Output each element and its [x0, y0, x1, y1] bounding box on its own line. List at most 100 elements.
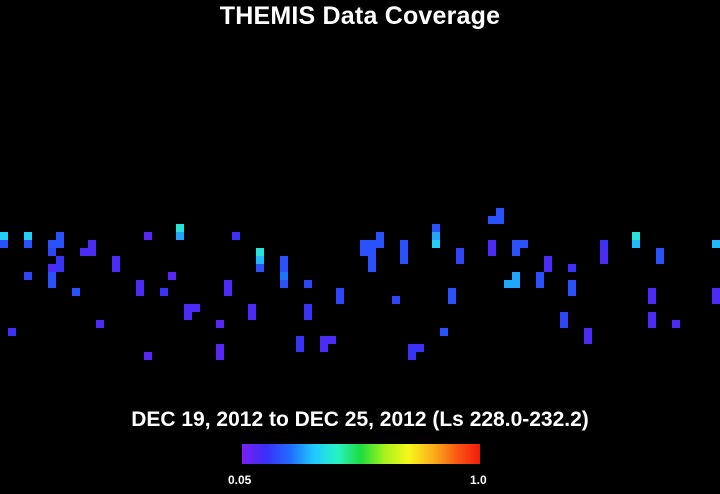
coverage-cell: [336, 288, 344, 296]
coverage-cell: [648, 296, 656, 304]
coverage-cell: [48, 264, 56, 272]
coverage-cell: [568, 280, 576, 288]
coverage-cell: [368, 256, 376, 264]
chart-title: THEMIS Data Coverage: [219, 2, 501, 30]
coverage-cell: [24, 232, 32, 240]
coverage-cell: [656, 256, 664, 264]
coverage-cell: [456, 248, 464, 256]
coverage-cell: [320, 336, 328, 344]
coverage-cell: [256, 248, 264, 256]
coverage-cell: [408, 352, 416, 360]
coverage-cell: [536, 272, 544, 280]
coverage-cell: [216, 352, 224, 360]
coverage-cell: [408, 344, 416, 352]
coverage-cell: [112, 264, 120, 272]
coverage-cell: [72, 288, 80, 296]
coverage-cell: [144, 232, 152, 240]
coverage-cell: [328, 336, 336, 344]
coverage-cell: [368, 248, 376, 256]
coverage-cell: [88, 240, 96, 248]
coverage-cell: [304, 304, 312, 312]
coverage-cell: [496, 216, 504, 224]
coverage-cell: [512, 280, 520, 288]
coverage-cell: [712, 240, 720, 248]
coverage-cell: [48, 248, 56, 256]
coverage-cell: [712, 296, 720, 304]
coverage-cell: [400, 248, 408, 256]
coverage-cell: [400, 240, 408, 248]
coverage-cell: [224, 288, 232, 296]
coverage-cell: [80, 248, 88, 256]
coverage-cell: [600, 256, 608, 264]
coverage-cell: [48, 240, 56, 248]
coverage-cell: [672, 320, 680, 328]
coverage-cell: [48, 272, 56, 280]
coverage-cell: [512, 272, 520, 280]
coverage-cell: [232, 232, 240, 240]
coverage-cell: [192, 304, 200, 312]
coverage-cell: [416, 344, 424, 352]
coverage-cell: [448, 296, 456, 304]
coverage-cell: [400, 256, 408, 264]
coverage-cell: [432, 224, 440, 232]
coverage-cell: [496, 208, 504, 216]
coverage-cell: [56, 256, 64, 264]
coverage-cell: [648, 320, 656, 328]
coverage-cell: [216, 344, 224, 352]
coverage-cell: [296, 344, 304, 352]
coverage-cell: [376, 240, 384, 248]
coverage-cell: [176, 232, 184, 240]
coverage-cell: [320, 344, 328, 352]
coverage-cell: [584, 336, 592, 344]
coverage-cell: [600, 240, 608, 248]
coverage-cell: [0, 232, 8, 240]
coverage-cell: [88, 248, 96, 256]
coverage-cell: [168, 272, 176, 280]
coverage-cell: [488, 248, 496, 256]
coverage-cell: [112, 256, 120, 264]
coverage-cell: [488, 216, 496, 224]
coverage-cell: [56, 264, 64, 272]
coverage-cell: [656, 248, 664, 256]
coverage-cell: [520, 240, 528, 248]
coverage-cell: [184, 304, 192, 312]
coverage-cell: [144, 352, 152, 360]
coverage-cell: [56, 240, 64, 248]
coverage-cell: [488, 240, 496, 248]
coverage-cell: [216, 320, 224, 328]
coverage-cell: [632, 232, 640, 240]
colorbar-gradient: [242, 444, 480, 464]
coverage-cell: [368, 240, 376, 248]
colorbar: [242, 444, 480, 464]
coverage-cell: [24, 272, 32, 280]
coverage-cell: [512, 240, 520, 248]
coverage-cell: [568, 264, 576, 272]
coverage-cell: [368, 264, 376, 272]
coverage-cell: [280, 272, 288, 280]
coverage-cell: [568, 288, 576, 296]
coverage-cell: [648, 312, 656, 320]
coverage-cell: [256, 256, 264, 264]
colorbar-max-label: 1.0: [470, 473, 487, 487]
coverage-cell: [712, 288, 720, 296]
coverage-cell: [136, 280, 144, 288]
colorbar-min-label: 0.05: [228, 473, 252, 487]
coverage-cell: [448, 288, 456, 296]
coverage-cell: [96, 320, 104, 328]
coverage-cell: [48, 280, 56, 288]
coverage-cell: [432, 232, 440, 240]
coverage-cell: [280, 264, 288, 272]
coverage-cell: [360, 248, 368, 256]
coverage-cell: [224, 280, 232, 288]
coverage-cell: [176, 224, 184, 232]
coverage-cell: [296, 336, 304, 344]
coverage-cell: [536, 280, 544, 288]
coverage-cell: [280, 256, 288, 264]
coverage-map: [0, 208, 720, 360]
coverage-cell: [56, 232, 64, 240]
coverage-cell: [248, 304, 256, 312]
coverage-cell: [504, 280, 512, 288]
coverage-cell: [280, 280, 288, 288]
coverage-cell: [512, 248, 520, 256]
coverage-cell: [440, 328, 448, 336]
